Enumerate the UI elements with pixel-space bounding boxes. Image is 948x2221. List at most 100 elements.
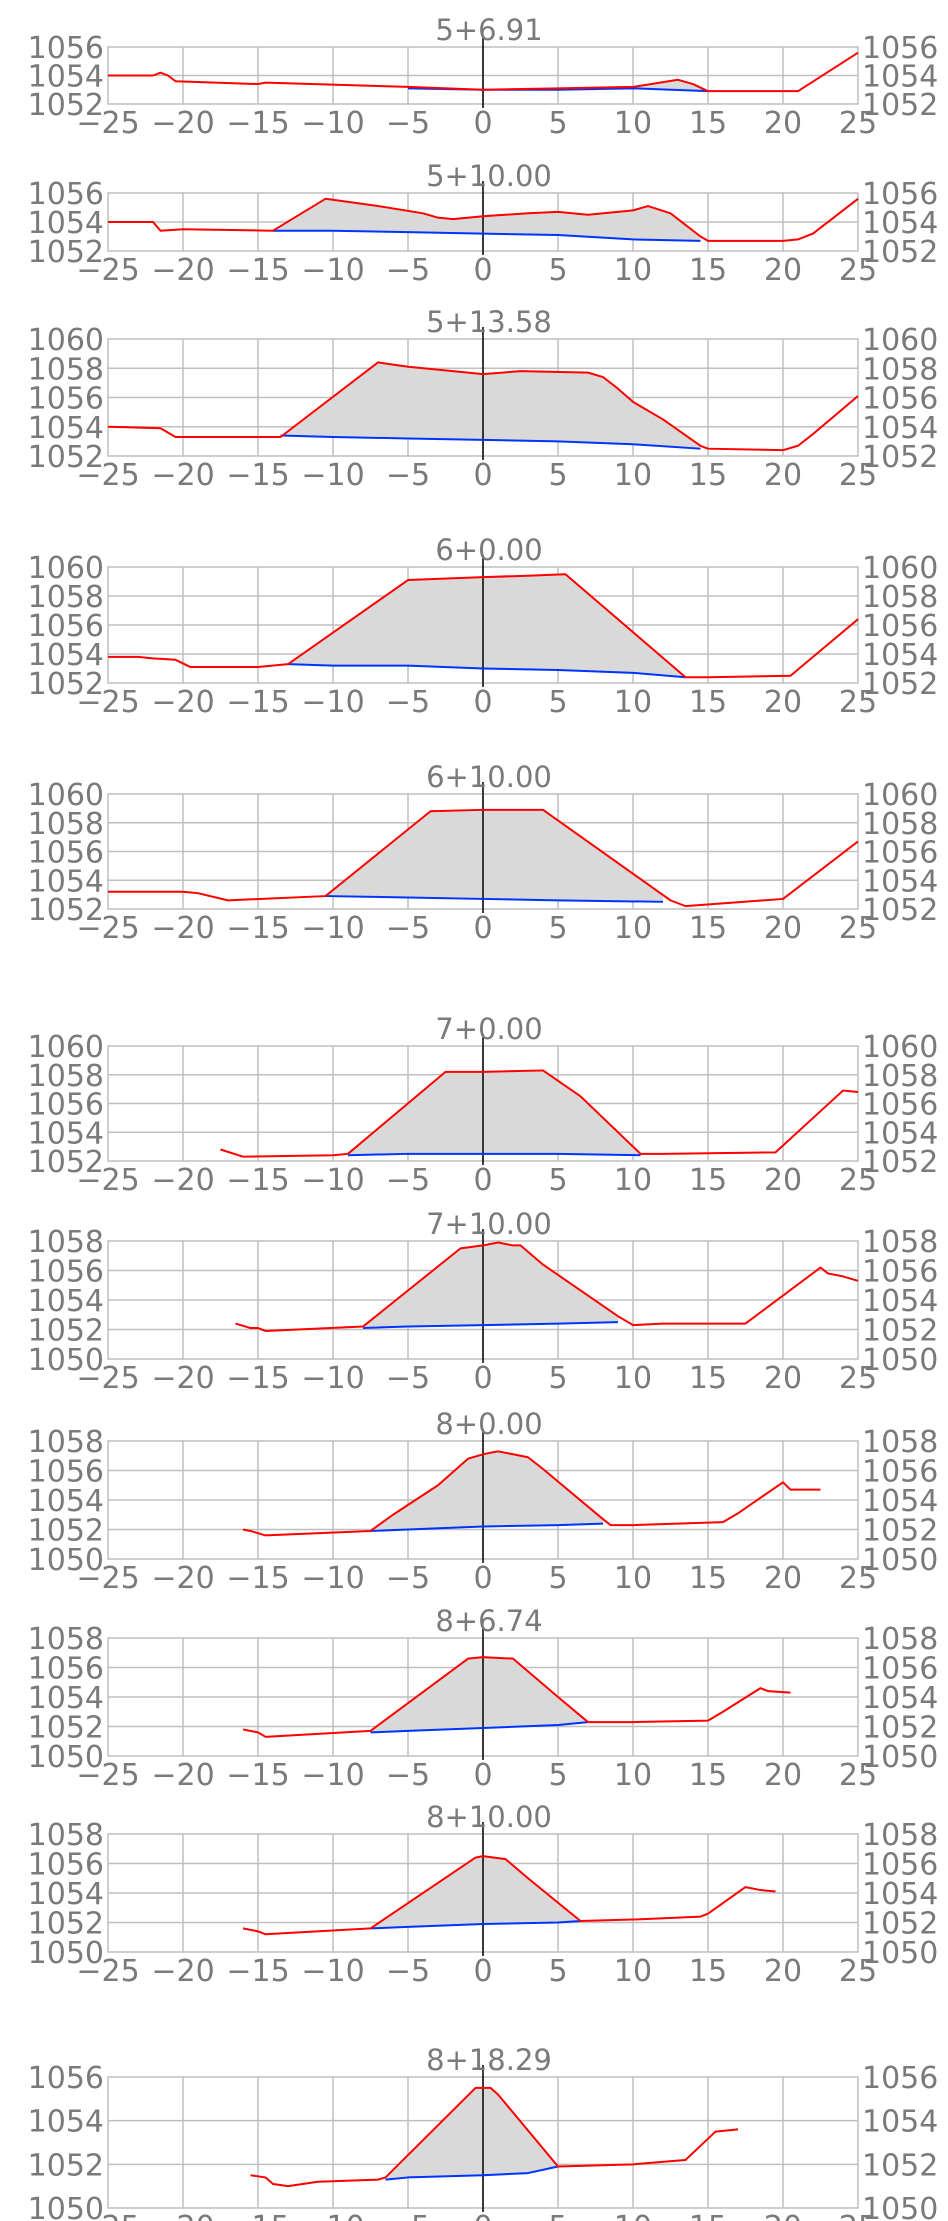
x-tick-label: 15: [689, 1758, 727, 1793]
y-tick-label-right: 1052: [862, 1514, 938, 1549]
x-tick-label: −15: [226, 106, 289, 141]
y-tick-label-left: 1054: [28, 1116, 104, 1151]
x-tick-label: 20: [764, 2210, 802, 2221]
proposed-line: [370, 1721, 589, 1734]
x-tick-label: −20: [151, 106, 214, 141]
y-tick-label-right: 1060: [862, 323, 938, 358]
x-tick-label: −20: [151, 1361, 214, 1396]
fill-area: [273, 198, 701, 241]
x-tick-label: 0: [473, 1361, 492, 1396]
fill-area: [363, 1242, 618, 1329]
x-tick-label: −15: [226, 1561, 289, 1596]
y-tick-label-right: 1054: [862, 1877, 938, 1912]
x-tick-label: 25: [839, 253, 877, 288]
y-tick-label-right: 1058: [862, 1622, 938, 1657]
x-tick-label: 0: [473, 1163, 492, 1198]
x-tick-label: −25: [76, 106, 139, 141]
x-tick-label: −5: [386, 106, 430, 141]
x-tick-label: −5: [386, 1758, 430, 1793]
x-tick-label: 20: [764, 106, 802, 141]
y-tick-label-right: 1054: [862, 60, 938, 95]
y-tick-label-right: 1058: [862, 807, 938, 842]
y-tick-label-left: 1058: [28, 1059, 104, 1094]
x-tick-label: 10: [614, 106, 652, 141]
y-tick-label-right: 1054: [862, 206, 938, 241]
y-tick-label-right: 1054: [862, 1284, 938, 1319]
proposed-line: [370, 1920, 581, 1930]
y-tick-label-left: 1052: [28, 88, 104, 123]
y-tick-label-right: 1056: [862, 836, 938, 871]
x-tick-label: 20: [764, 1361, 802, 1396]
existing-line: [108, 197, 859, 242]
x-tick-label: 0: [473, 911, 492, 946]
y-tick-label-right: 1056: [862, 1652, 938, 1687]
x-tick-label: 25: [839, 106, 877, 141]
x-tick-label: 5: [548, 685, 567, 720]
x-tick-label: −5: [386, 2210, 430, 2221]
existing-line: [250, 2086, 739, 2188]
y-tick-label-left: 1056: [28, 382, 104, 417]
y-tick-label-right: 1058: [862, 1225, 938, 1260]
y-tick-label-left: 1058: [28, 807, 104, 842]
x-tick-label: −20: [151, 253, 214, 288]
y-tick-label-right: 1056: [862, 1088, 938, 1123]
x-tick-label: −25: [76, 911, 139, 946]
x-tick-label: 5: [548, 1361, 567, 1396]
y-tick-label-right: 1056: [862, 31, 938, 66]
y-tick-label-right: 1052: [862, 1145, 938, 1180]
y-tick-label-left: 1052: [28, 667, 104, 702]
x-tick-label: 5: [548, 1561, 567, 1596]
x-tick-label: −20: [151, 1561, 214, 1596]
y-tick-label-left: 1050: [28, 1740, 104, 1775]
y-tick-label-left: 1058: [28, 352, 104, 387]
x-tick-label: −20: [151, 911, 214, 946]
station-title: 7+0.00: [435, 1012, 542, 1046]
x-tick-label: 15: [689, 685, 727, 720]
x-tick-label: 5: [548, 1758, 567, 1793]
x-tick-label: −10: [301, 2210, 364, 2221]
y-tick-label-right: 1054: [862, 1484, 938, 1519]
x-tick-label: −25: [76, 1758, 139, 1793]
y-tick-label-right: 1058: [862, 352, 938, 387]
x-tick-label: 10: [614, 1361, 652, 1396]
x-tick-label: 0: [473, 458, 492, 493]
y-tick-label-right: 1052: [862, 440, 938, 475]
y-tick-label-right: 1054: [862, 1681, 938, 1716]
x-tick-label: 20: [764, 458, 802, 493]
station-title: 6+10.00: [426, 760, 552, 794]
y-tick-label-left: 1056: [28, 836, 104, 871]
station-title: 5+10.00: [426, 159, 552, 193]
y-tick-label-left: 1056: [28, 1255, 104, 1290]
y-tick-label-left: 1052: [28, 1314, 104, 1349]
x-tick-label: 15: [689, 458, 727, 493]
proposed-line: [287, 663, 686, 679]
existing-line: [108, 573, 859, 679]
x-tick-label: 5: [548, 1954, 567, 1989]
existing-line: [107, 361, 859, 452]
y-tick-label-left: 1052: [28, 1145, 104, 1180]
x-tick-label: 10: [614, 685, 652, 720]
x-tick-label: −25: [76, 2210, 139, 2221]
x-tick-label: 5: [548, 253, 567, 288]
y-tick-label-right: 1058: [862, 1059, 938, 1094]
y-tick-label-left: 1058: [28, 1622, 104, 1657]
proposed-line: [347, 1152, 641, 1157]
x-tick-label: −5: [386, 911, 430, 946]
x-tick-label: −5: [386, 1954, 430, 1989]
y-tick-label-right: 1054: [862, 1116, 938, 1151]
x-tick-label: −10: [301, 458, 364, 493]
x-tick-label: 0: [473, 253, 492, 288]
y-tick-label-right: 1058: [862, 1425, 938, 1460]
x-tick-label: 15: [689, 2210, 727, 2221]
x-tick-label: 10: [614, 911, 652, 946]
y-tick-label-left: 1052: [28, 1907, 104, 1942]
station-title: 7+10.00: [426, 1207, 552, 1241]
proposed-line: [385, 2165, 559, 2181]
y-tick-label-right: 1056: [862, 1848, 938, 1883]
station-title: 5+6.91: [435, 13, 542, 47]
